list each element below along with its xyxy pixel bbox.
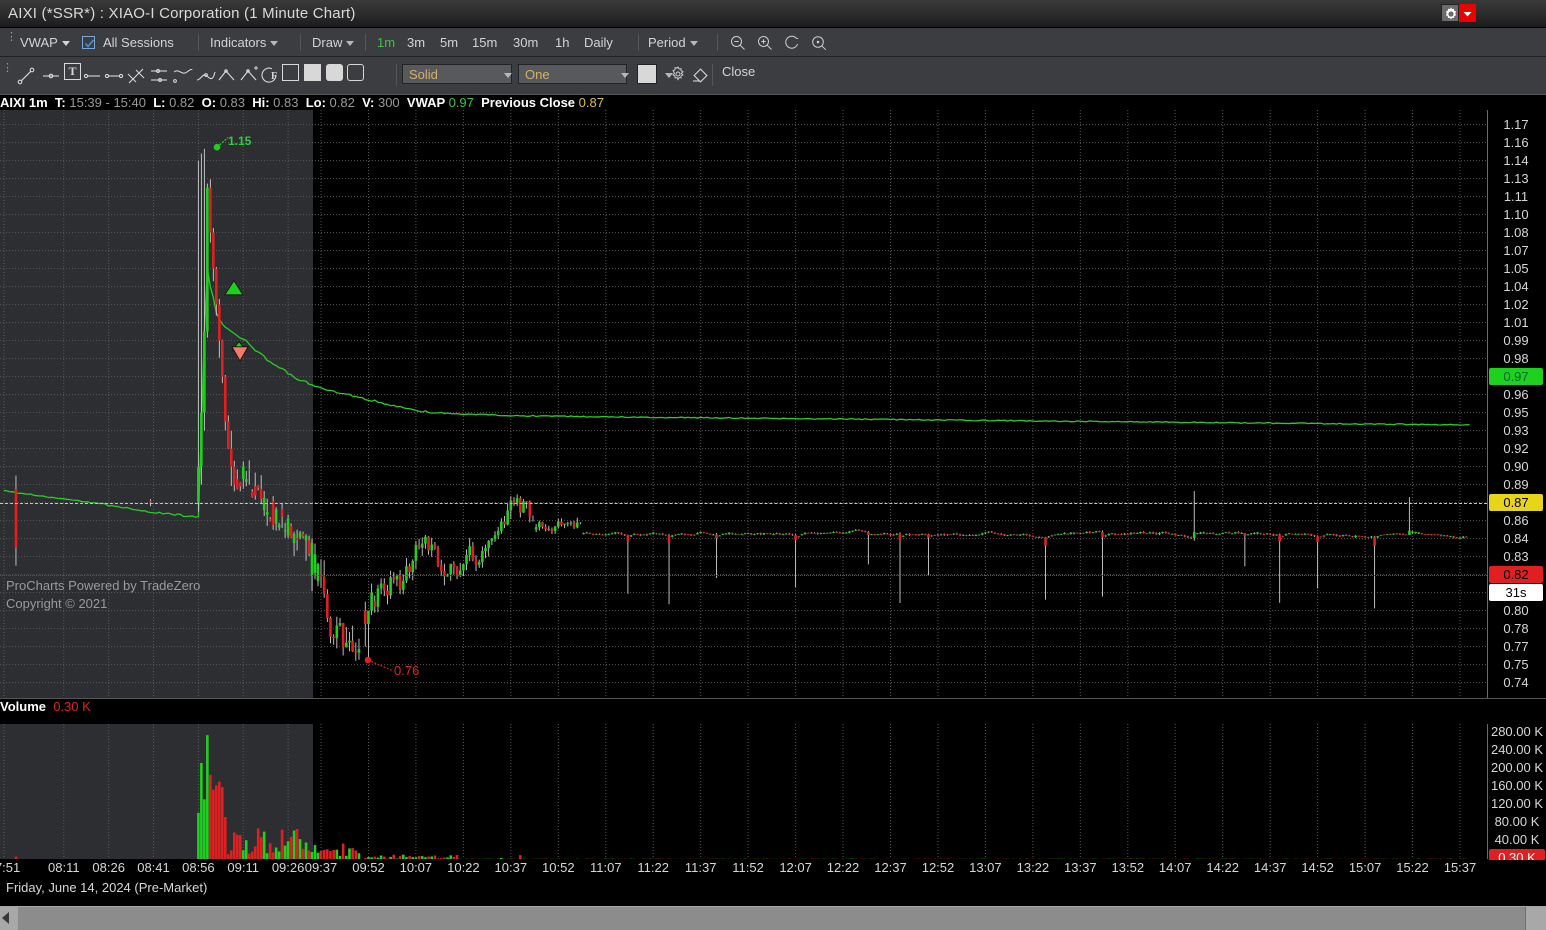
svg-text:F: F: [271, 71, 277, 82]
